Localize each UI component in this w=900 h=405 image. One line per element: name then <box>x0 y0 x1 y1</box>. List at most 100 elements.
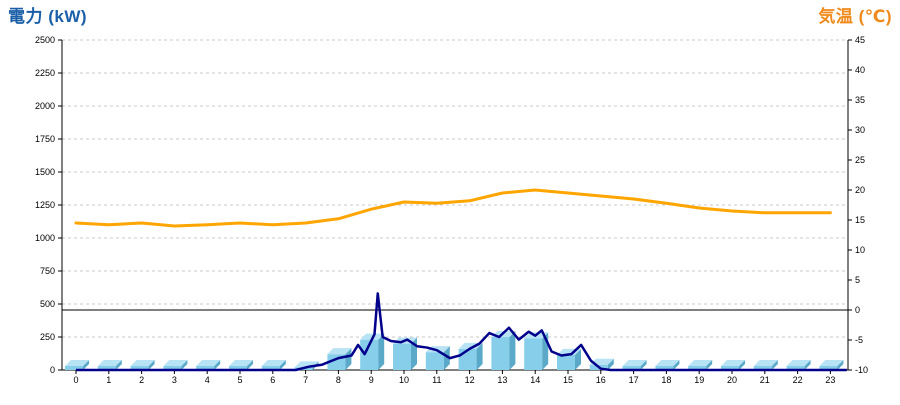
bar <box>229 360 253 370</box>
bar-front <box>65 366 83 370</box>
bar-top <box>688 360 713 366</box>
bar-top <box>261 360 286 366</box>
bar-side <box>181 360 188 370</box>
y-right-tick-label: 35 <box>855 95 865 105</box>
power-series-line <box>76 292 847 372</box>
y-left-tick-label: 2250 <box>35 68 55 78</box>
bar-side <box>247 360 253 370</box>
x-tick-label: 0 <box>73 375 78 385</box>
bar-side <box>509 331 516 370</box>
bar-side <box>443 346 450 370</box>
x-tick-label: 3 <box>172 375 177 385</box>
x-tick-label: 14 <box>530 375 540 385</box>
bar <box>819 360 844 370</box>
x-tick-label: 6 <box>270 375 275 385</box>
bar <box>753 360 778 370</box>
x-tick-label: 9 <box>369 375 374 385</box>
bar-side <box>837 360 844 370</box>
bar-top <box>65 360 89 366</box>
bar-side <box>575 348 581 370</box>
y-left-tick-label: 750 <box>40 266 55 276</box>
x-tick-label: 21 <box>760 375 770 385</box>
y-right-tick-label: 5 <box>855 275 860 285</box>
y-axis-left-label: 電力 (kW) <box>8 7 88 26</box>
y-left-tick-label: 500 <box>40 299 55 309</box>
x-tick-label: 23 <box>825 375 835 385</box>
bar-side <box>804 360 811 370</box>
bar-front <box>97 366 116 370</box>
bar-side <box>673 360 680 370</box>
x-tick-label: 16 <box>596 375 606 385</box>
bar <box>721 360 745 370</box>
y-left-tick-label: 250 <box>40 332 55 342</box>
y-left-tick-label: 1500 <box>35 167 55 177</box>
bar-front <box>196 366 215 370</box>
x-tick-label: 1 <box>106 375 111 385</box>
bar-top <box>721 360 745 366</box>
x-tick-label: 17 <box>629 375 639 385</box>
bar-front <box>655 366 674 370</box>
bar-top <box>97 360 122 366</box>
x-tick-label: 22 <box>793 375 803 385</box>
bar-side <box>739 360 745 370</box>
bar-top <box>622 360 647 366</box>
y-left-tick-label: 1000 <box>35 233 55 243</box>
x-tick-label: 19 <box>694 375 704 385</box>
bar-top <box>130 360 155 366</box>
x-tick-label: 13 <box>497 375 507 385</box>
y-right-tick-label: 45 <box>855 35 865 45</box>
x-tick-label: 4 <box>205 375 210 385</box>
bar-front <box>163 366 182 370</box>
x-tick-label: 2 <box>139 375 144 385</box>
bar <box>491 331 516 370</box>
y-right-tick-label: 10 <box>855 245 865 255</box>
bar-top <box>229 360 253 366</box>
bar-top <box>786 360 811 366</box>
bar-front <box>425 352 444 370</box>
bar-side <box>148 360 155 370</box>
bar-front <box>229 366 247 370</box>
x-tick-label: 18 <box>661 375 671 385</box>
y-right-tick-label: 40 <box>855 65 865 75</box>
x-tick-label: 8 <box>336 375 341 385</box>
bar-side <box>345 348 352 370</box>
bar <box>786 360 811 370</box>
bar <box>196 360 221 370</box>
bar-front <box>491 337 510 370</box>
bar-front <box>261 366 280 370</box>
bar-top <box>196 360 221 366</box>
bar-front <box>458 348 477 370</box>
y-right-tick-label: -10 <box>855 365 868 375</box>
bar <box>655 360 680 370</box>
bar <box>622 360 647 370</box>
y-right-tick-label: 20 <box>855 185 865 195</box>
y-left-tick-label: 2000 <box>35 101 55 111</box>
y-axis-right-label: 気温 (℃) <box>818 7 892 26</box>
bar-top <box>753 360 778 366</box>
bar-front <box>753 366 772 370</box>
y-right-tick-label: -5 <box>855 335 863 345</box>
bar-front <box>688 366 707 370</box>
y-right-tick-label: 30 <box>855 125 865 135</box>
bar-side <box>640 360 647 370</box>
x-tick-label: 20 <box>727 375 737 385</box>
y-left-tick-label: 2500 <box>35 35 55 45</box>
x-tick-label: 15 <box>563 375 573 385</box>
bar-front <box>130 366 149 370</box>
bar <box>65 360 89 370</box>
x-tick-label: 10 <box>399 375 409 385</box>
bar <box>163 360 188 370</box>
bar-front <box>393 343 411 370</box>
y-left-tick-label: 0 <box>50 365 55 375</box>
bar-side <box>214 360 221 370</box>
bar-side <box>279 360 286 370</box>
bar-side <box>115 360 122 370</box>
bar-front <box>721 366 739 370</box>
bar <box>130 360 155 370</box>
x-tick-label: 12 <box>465 375 475 385</box>
y-right-tick-label: 25 <box>855 155 865 165</box>
bar-top <box>819 360 844 366</box>
bar <box>360 333 385 370</box>
